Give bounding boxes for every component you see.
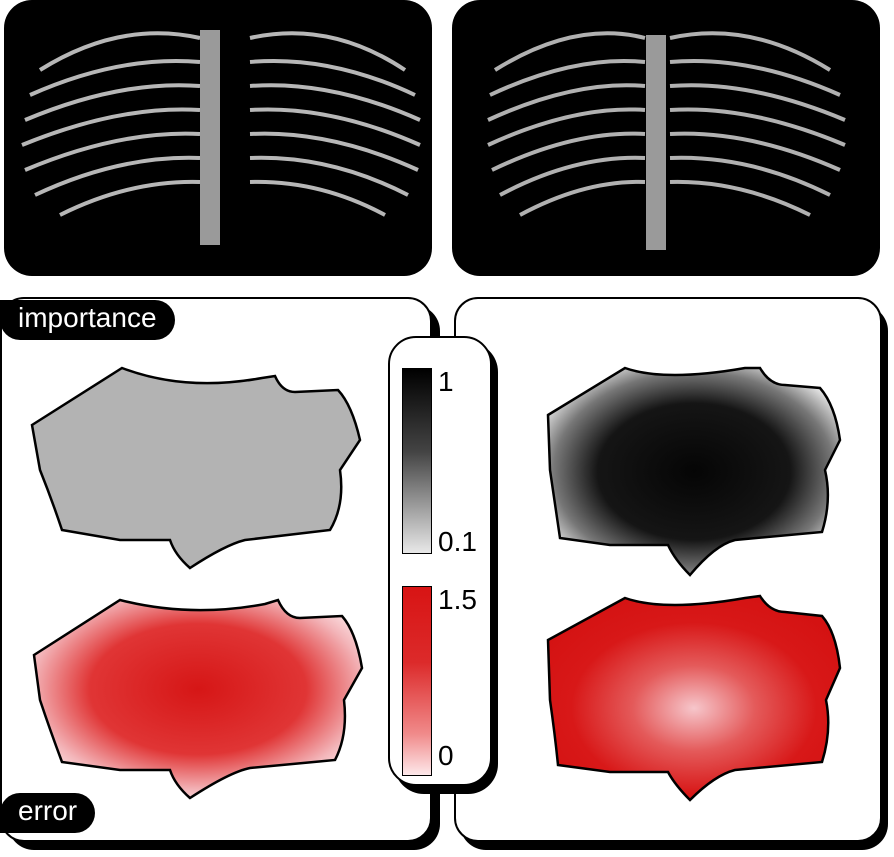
importance-label: importance: [0, 300, 175, 340]
importance-colorbar: [402, 368, 432, 554]
error-map-adaptive: [546, 594, 842, 802]
error-colorbar: [402, 586, 432, 776]
ribcage-right-drawing: [487, 31, 846, 217]
importance-map-uniform: [30, 366, 362, 570]
importance-map-adaptive: [546, 366, 842, 577]
error-min-tick: 0: [438, 740, 454, 771]
spine-left: [200, 30, 220, 245]
spine-right: [646, 35, 666, 250]
ribcage-left-drawing: [21, 31, 421, 217]
error-label: error: [0, 793, 96, 833]
error-max-tick: 1.5: [438, 584, 477, 615]
importance-min-tick: 0.1: [438, 526, 477, 557]
error-map-uniform: [32, 598, 364, 800]
importance-max-tick: 1: [438, 366, 454, 397]
